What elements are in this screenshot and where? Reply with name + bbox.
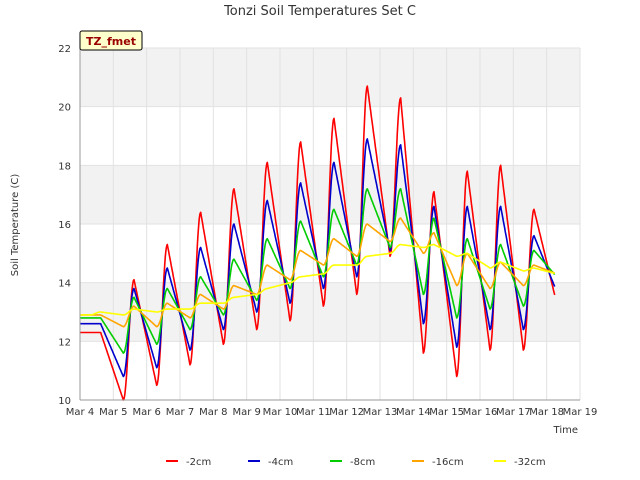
plot-band — [80, 341, 580, 400]
y-tick-label: 10 — [58, 396, 71, 407]
x-tick-label: Mar 15 — [429, 407, 464, 418]
legend-label: -4cm — [268, 457, 293, 468]
tick-labels: 10 12 14 16 18 20 22 Mar 4 Mar 5 Mar 6 Mar 7 Mar 8 M… — [58, 44, 597, 418]
annotation-box: TZ_fmet — [79, 30, 143, 51]
legend-label: -8cm — [350, 457, 375, 468]
annotation-label: TZ_fmet — [86, 35, 136, 48]
series-line-16cm — [79, 217, 556, 328]
legend-item: -2cm — [166, 457, 211, 468]
legend-label: -16cm — [432, 457, 464, 468]
y-tick-label: 16 — [58, 220, 71, 231]
legend-item: -4cm — [248, 457, 293, 468]
x-tick-label: Mar 11 — [296, 407, 331, 418]
x-tick-label: Mar 9 — [232, 407, 260, 418]
y-tick-label: 20 — [58, 103, 71, 114]
x-tick-label: Mar 13 — [363, 407, 398, 418]
legend-label: -32cm — [514, 457, 546, 468]
series-line-32cm — [79, 243, 555, 316]
x-tick-label: Mar 10 — [263, 407, 298, 418]
y-tick-label: 18 — [58, 161, 71, 172]
plot-band — [80, 106, 580, 166]
legend: -2cm -4cm -8cm -16cm -32cm — [166, 457, 546, 468]
x-tick-label: Mar 16 — [463, 407, 498, 418]
x-tick-label: Mar 7 — [166, 407, 194, 418]
y-axis-label: Soil Temperature (C) — [10, 174, 21, 277]
axes — [79, 48, 580, 401]
x-tick-label: Mar 18 — [529, 407, 564, 418]
x-tick-label: Mar 14 — [396, 407, 431, 418]
y-tick-label: 22 — [58, 44, 71, 55]
y-tick-label: 14 — [58, 279, 71, 290]
series-lines — [79, 85, 556, 401]
legend-item: -32cm — [494, 457, 546, 468]
x-tick-label: Mar 19 — [563, 407, 598, 418]
x-tick-label: Mar 4 — [66, 407, 94, 418]
x-axis-label: Time — [553, 425, 578, 436]
x-tick-label: Mar 5 — [99, 407, 127, 418]
legend-label: -2cm — [186, 457, 211, 468]
chart-title: Tonzi Soil Temperatures Set C — [223, 4, 416, 19]
y-tick-label: 12 — [58, 337, 71, 348]
legend-item: -16cm — [412, 457, 464, 468]
x-tick-label: Mar 12 — [329, 407, 364, 418]
legend-item: -8cm — [330, 457, 375, 468]
x-tick-label: Mar 6 — [132, 407, 160, 418]
plot-band — [80, 48, 580, 107]
x-tick-label: Mar 17 — [496, 407, 531, 418]
x-tick-label: Mar 8 — [199, 407, 227, 418]
